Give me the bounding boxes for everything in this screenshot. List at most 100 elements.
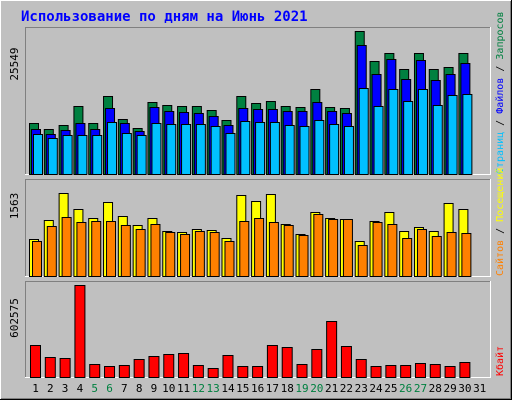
sites-bar	[91, 221, 102, 277]
kbytes-bar	[59, 358, 71, 378]
pages-bar	[136, 135, 147, 175]
kbytes-bar	[444, 366, 456, 378]
kbytes-bar	[148, 356, 160, 378]
sites-bar	[402, 238, 413, 277]
kbytes-bar	[414, 363, 426, 378]
day-label: 18	[281, 382, 294, 395]
sites-bar	[180, 234, 191, 277]
pages-bar	[166, 124, 177, 175]
legend-visits: Посещений	[494, 168, 506, 222]
sites-bar	[431, 236, 442, 277]
sites-bar	[135, 229, 146, 277]
sites-bar	[283, 225, 294, 277]
legend-hits: Запросов	[495, 11, 506, 59]
kbytes-bar	[311, 349, 323, 378]
legend-sep: /	[495, 114, 506, 132]
chart-title: Использование по дням на Июнь 2021	[21, 9, 308, 25]
sites-bar	[32, 241, 42, 277]
kbytes-bar	[237, 366, 249, 378]
kbytes-bar	[207, 368, 219, 378]
ymax-label: 602575	[8, 298, 21, 338]
kbytes-bar	[355, 359, 367, 378]
sites-bar	[61, 217, 72, 277]
pages-bar	[417, 89, 428, 175]
pages-bar	[195, 124, 206, 175]
day-label: 2	[47, 382, 54, 395]
kbytes-bar	[74, 285, 86, 378]
pages-bar	[284, 125, 295, 175]
sites-bar	[372, 222, 383, 277]
sites-bar	[120, 225, 131, 277]
legend-files: Файлов	[494, 78, 506, 114]
day-label: 27	[414, 382, 427, 395]
sites-bar	[106, 221, 117, 277]
pages-bar	[432, 105, 443, 175]
pages-bar	[462, 94, 473, 175]
day-label: 26	[399, 382, 412, 395]
day-label: 9	[151, 382, 158, 395]
kbytes-bar	[326, 321, 338, 378]
sites-bar	[209, 232, 220, 277]
pages-bar	[255, 122, 266, 175]
day-label: 6	[106, 382, 113, 395]
panel-3	[25, 281, 490, 377]
pages-bar	[210, 126, 221, 175]
sites-bar	[165, 232, 176, 277]
legend-text: Сайтов / Посещений	[494, 168, 506, 276]
kbytes-bar	[296, 364, 308, 378]
kbytes-bar	[163, 354, 175, 378]
kbytes-bar	[281, 347, 293, 378]
day-label: 25	[384, 382, 397, 395]
sites-bar	[313, 214, 324, 277]
legend-kbytes: Кбайт	[494, 346, 506, 376]
sites-bar	[328, 219, 339, 277]
kbytes-bar	[104, 366, 116, 378]
pages-bar	[47, 138, 58, 175]
day-label: 7	[121, 382, 128, 395]
day-label: 1	[32, 382, 39, 395]
kbytes-bar	[385, 365, 397, 378]
pages-bar	[447, 95, 458, 175]
sites-bar	[254, 218, 265, 277]
kbytes-bar	[266, 345, 278, 378]
kbytes-bar	[340, 346, 352, 378]
pages-bar	[77, 135, 88, 175]
day-label: 30	[458, 382, 471, 395]
sites-bar	[150, 224, 161, 277]
day-label: 16	[251, 382, 264, 395]
kbytes-bar	[192, 365, 204, 378]
day-label: 19	[295, 382, 308, 395]
legend-sites: Сайтов	[494, 240, 506, 276]
sites-bar	[357, 245, 368, 277]
day-label: 31	[473, 382, 486, 395]
legend-sep: /	[495, 222, 506, 240]
sites-bar	[268, 222, 279, 277]
kbytes-bar	[118, 365, 130, 378]
day-label: 21	[325, 382, 338, 395]
kbytes-bar	[459, 362, 471, 378]
pages-bar	[314, 120, 325, 175]
day-label: 10	[162, 382, 175, 395]
day-label: 4	[77, 382, 84, 395]
kbytes-bar	[429, 364, 441, 378]
legend-text: Кбайт	[494, 346, 506, 376]
pages-bar	[181, 124, 192, 175]
pages-bar	[269, 122, 280, 175]
kbytes-bar	[252, 366, 264, 378]
day-label: 14	[221, 382, 235, 395]
pages-bar	[358, 88, 369, 175]
legend-text: Страниц / Файлов / Запросов	[494, 11, 506, 174]
sites-bar	[387, 224, 398, 277]
day-label: 13	[207, 382, 220, 395]
pages-bar	[403, 101, 414, 175]
pages-bar	[299, 126, 310, 175]
pages-bar	[33, 134, 43, 175]
pages-bar	[329, 124, 340, 175]
day-label: 29	[443, 382, 456, 395]
day-label: 22	[340, 382, 353, 395]
day-label: 28	[429, 382, 442, 395]
pages-bar	[151, 123, 162, 175]
kbytes-bar	[89, 364, 101, 378]
sites-bar	[446, 232, 457, 277]
sites-bar	[46, 226, 57, 277]
